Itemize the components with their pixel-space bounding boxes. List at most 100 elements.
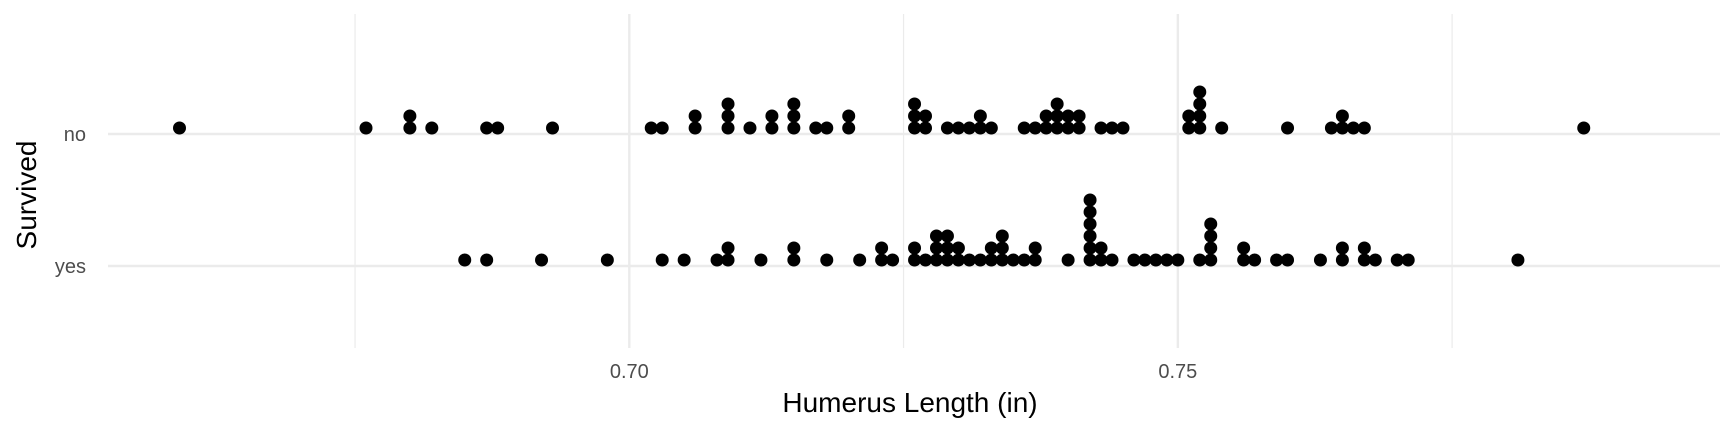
dot-no — [1050, 121, 1064, 135]
dot-no — [1028, 121, 1042, 135]
dot-yes — [1401, 253, 1415, 267]
dot-yes — [875, 241, 889, 255]
dot-yes — [787, 241, 801, 255]
dot-yes — [951, 253, 965, 267]
dot-yes — [1028, 253, 1042, 267]
x-axis-title: Humerus Length (in) — [782, 387, 1037, 418]
dot-no — [491, 121, 505, 135]
dot-no — [1346, 121, 1360, 135]
dot-no — [688, 121, 702, 135]
dot-no — [973, 121, 987, 135]
dot-yes — [655, 253, 669, 267]
dot-no — [940, 121, 954, 135]
dot-yes — [1237, 241, 1251, 255]
dot-no — [1193, 85, 1207, 99]
dot-yes — [787, 253, 801, 267]
dot-no — [1335, 121, 1349, 135]
dot-yes — [1335, 241, 1349, 255]
dot-no — [403, 109, 417, 123]
dot-no — [1324, 121, 1338, 135]
dot-yes — [600, 253, 614, 267]
x-tick-label: 0.75 — [1158, 361, 1197, 383]
dot-no — [655, 121, 669, 135]
dot-yes — [1149, 253, 1163, 267]
dot-no — [787, 97, 801, 111]
dot-yes — [853, 253, 867, 267]
dot-yes — [1083, 241, 1097, 255]
dot-no — [721, 109, 735, 123]
dot-no — [765, 109, 779, 123]
grid-lines — [108, 14, 1720, 348]
dot-yes — [984, 241, 998, 255]
dot-yes — [1006, 253, 1020, 267]
dot-yes — [820, 253, 834, 267]
dot-yes — [1028, 241, 1042, 255]
data-points — [173, 85, 1591, 267]
dot-no — [1193, 97, 1207, 111]
dot-no — [1577, 121, 1591, 135]
dot-no — [951, 121, 965, 135]
dot-yes — [1094, 241, 1108, 255]
dot-no — [919, 121, 933, 135]
dot-yes — [908, 253, 922, 267]
dot-yes — [995, 229, 1009, 243]
dot-no — [962, 121, 976, 135]
dot-yes — [1357, 253, 1371, 267]
dot-yes — [1204, 229, 1218, 243]
dot-no — [1182, 109, 1196, 123]
dot-no — [688, 109, 702, 123]
dot-yes — [886, 253, 900, 267]
dot-no — [1061, 109, 1075, 123]
dot-no — [765, 121, 779, 135]
dot-yes — [480, 253, 494, 267]
dot-no — [787, 109, 801, 123]
dot-yes — [1511, 253, 1525, 267]
dot-yes — [1017, 253, 1031, 267]
dot-yes — [962, 253, 976, 267]
dot-yes — [940, 229, 954, 243]
dot-yes — [1138, 253, 1152, 267]
dot-yes — [1160, 253, 1174, 267]
dot-yes — [1083, 229, 1097, 243]
dot-no — [1116, 121, 1130, 135]
dot-yes — [919, 253, 933, 267]
dot-yes — [1281, 253, 1295, 267]
dot-yes — [1083, 193, 1097, 207]
dot-no — [1357, 121, 1371, 135]
dot-yes — [1270, 253, 1284, 267]
dot-yes — [754, 253, 768, 267]
dot-no — [1039, 121, 1053, 135]
dot-yes — [1335, 253, 1349, 267]
dot-no — [908, 109, 922, 123]
dot-yes — [1204, 253, 1218, 267]
dot-no — [809, 121, 823, 135]
dot-yes — [677, 253, 691, 267]
dot-yes — [1094, 253, 1108, 267]
dot-no — [973, 109, 987, 123]
dot-no — [1050, 97, 1064, 111]
dot-yes — [1313, 253, 1327, 267]
dot-no — [908, 121, 922, 135]
dot-yes — [995, 241, 1009, 255]
dot-no — [919, 109, 933, 123]
y-tick-label-no: no — [64, 124, 86, 146]
dot-no — [1281, 121, 1295, 135]
dot-yes — [1083, 217, 1097, 231]
dot-yes — [940, 241, 954, 255]
dot-yes — [1237, 253, 1251, 267]
dot-no — [721, 121, 735, 135]
dot-no — [820, 121, 834, 135]
dot-yes — [1368, 253, 1382, 267]
dot-yes — [1127, 253, 1141, 267]
dot-yes — [721, 253, 735, 267]
dot-yes — [908, 241, 922, 255]
dot-yes — [1390, 253, 1404, 267]
x-tick-label: 0.70 — [610, 361, 649, 383]
dot-yes — [1171, 253, 1185, 267]
dot-yes — [535, 253, 549, 267]
dot-yes — [951, 241, 965, 255]
dot-no — [1182, 121, 1196, 135]
dot-yes — [1105, 253, 1119, 267]
dot-yes — [1083, 253, 1097, 267]
